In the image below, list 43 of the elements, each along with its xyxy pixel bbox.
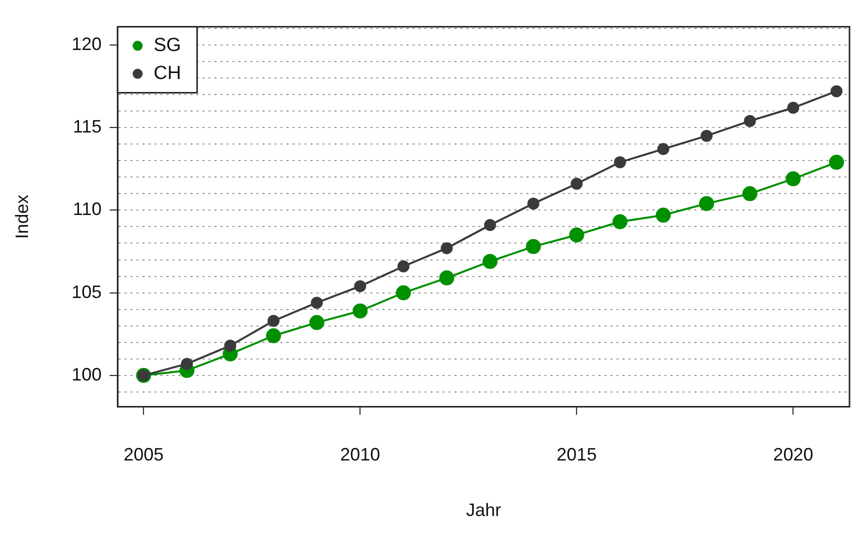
point [180,358,193,370]
x-tick-label: 2005 [124,444,164,465]
legend-label: CH [154,63,182,84]
y-tick-label: 120 [72,34,102,54]
point [612,214,628,230]
point [352,303,368,318]
x-axis-title: Jahr [466,500,502,520]
point [699,196,714,212]
legend-label: SG [154,35,182,56]
point [742,186,758,202]
point [829,154,844,170]
point [482,254,498,269]
point [570,178,583,190]
y-tick-label: 105 [72,282,102,302]
point [787,102,800,114]
point [786,171,801,186]
point [700,130,713,142]
point [310,296,323,309]
point [397,260,410,272]
point [440,242,453,254]
point [396,285,411,300]
y-tick-label: 110 [72,199,102,220]
x-tick-label: 2015 [556,444,597,465]
point [614,156,626,168]
x-tick-label: 2010 [340,444,380,465]
point [526,239,541,254]
y-axis-title: Index [12,194,32,239]
point [830,85,843,98]
point [657,143,670,156]
point [268,314,280,327]
point [656,208,671,223]
point [354,280,366,292]
point [309,315,324,330]
y-tick-label: 115 [72,116,102,137]
y-tick-label: 100 [72,364,102,384]
point [224,340,236,352]
x-tick-label: 2020 [773,444,814,465]
point [266,328,282,344]
point [744,114,756,127]
point [439,270,454,286]
point [484,219,496,232]
point [569,227,584,242]
point [527,198,540,210]
